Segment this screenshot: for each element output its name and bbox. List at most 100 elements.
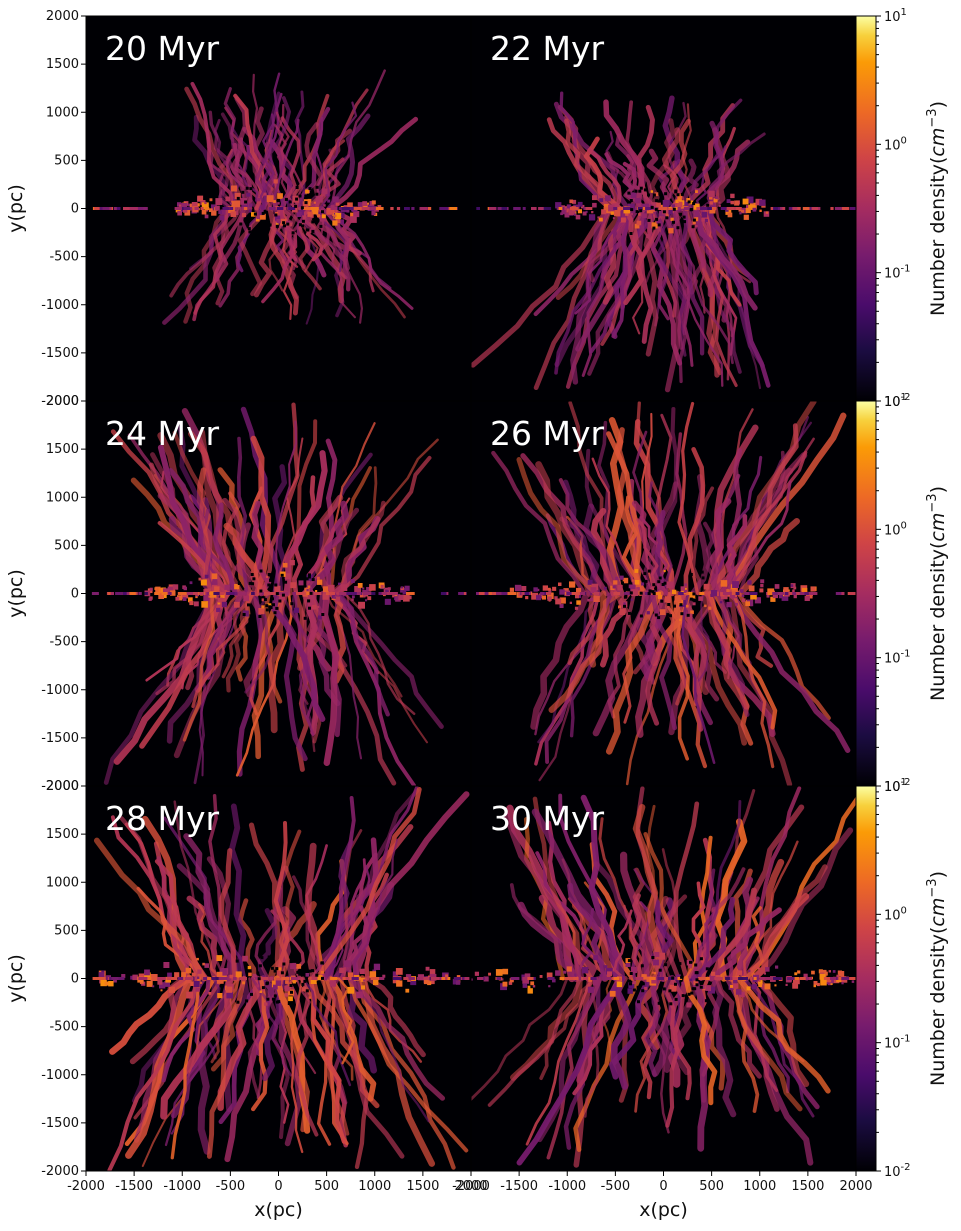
midplane-cell <box>288 207 296 210</box>
midplane-cell <box>123 207 131 210</box>
colorbar-tick-label: 10-1 <box>884 1034 911 1052</box>
disk-cell <box>573 213 577 216</box>
midplane-cell <box>279 592 289 595</box>
filament <box>327 975 377 1102</box>
disk-cell <box>588 214 596 221</box>
filament <box>251 976 270 1112</box>
midplane-cell <box>120 592 128 595</box>
disk-cell <box>256 215 260 219</box>
midplane-cell <box>705 977 710 980</box>
midplane-cell <box>725 977 730 980</box>
disk-cell <box>369 584 376 591</box>
filament <box>275 420 298 595</box>
disk-cell <box>215 596 218 600</box>
filament <box>323 796 356 981</box>
colorbar-label: Number density(cm−3) <box>925 871 949 1086</box>
disk-cell <box>334 214 337 217</box>
midplane-cell <box>777 592 785 595</box>
disk-cell <box>429 969 436 975</box>
filament <box>730 976 760 1113</box>
filament <box>302 206 324 262</box>
disk-cell <box>686 1002 692 1008</box>
disk-cell <box>735 602 738 606</box>
filament <box>160 974 234 1120</box>
disk-cell <box>677 196 682 201</box>
disk-cell <box>187 203 191 207</box>
disk-cell <box>369 971 377 978</box>
midplane-cell <box>835 592 845 595</box>
midplane-cell <box>477 977 484 980</box>
disk-cell <box>155 586 161 592</box>
disk-cell <box>514 584 522 592</box>
disk-cell <box>752 207 757 212</box>
filament <box>728 423 799 596</box>
disk-cell <box>264 1002 268 1006</box>
disk-cell <box>527 985 531 989</box>
void-cell <box>298 223 302 227</box>
disk-cell <box>288 996 293 1002</box>
midplane-cell <box>677 977 683 980</box>
disk-cell <box>358 601 365 609</box>
void-cell <box>273 994 277 998</box>
disk-cell <box>836 974 840 978</box>
filament <box>506 804 576 983</box>
disk-cell <box>196 957 199 961</box>
disk-cell <box>195 987 200 992</box>
x-tick-label: 1000 <box>358 1179 391 1194</box>
disk-cell <box>273 200 276 203</box>
disk-cell <box>350 212 355 217</box>
filament <box>353 838 399 980</box>
density-panel: 22 Myr <box>471 16 856 401</box>
disk-cell <box>741 207 748 214</box>
midplane-cell <box>688 592 693 595</box>
y-tick-label: -1000 <box>41 1068 79 1083</box>
disk-cell <box>290 582 297 589</box>
disk-cell <box>417 974 424 981</box>
midplane-cell <box>129 592 136 595</box>
colorbar-tick-label: 10-2 <box>884 1162 911 1180</box>
midplane-cell <box>672 977 679 980</box>
disk-cell <box>765 211 769 214</box>
disk-cell <box>290 962 297 969</box>
x-tick-label: 2000 <box>454 1179 487 1194</box>
filament <box>170 977 206 1135</box>
disk-cell <box>189 600 194 606</box>
disk-cell <box>708 606 712 610</box>
midplane-cell <box>849 207 856 210</box>
filament <box>742 977 815 1118</box>
midplane-cell <box>178 592 187 595</box>
colorbar-tick-label: 100 <box>884 905 907 923</box>
midplane-cell <box>154 592 160 595</box>
midplane-cell <box>513 207 521 210</box>
midplane-cell <box>381 592 389 595</box>
filament <box>292 875 328 981</box>
disk-cell <box>328 584 335 592</box>
disk-cell <box>261 598 265 602</box>
void-cell <box>257 977 261 981</box>
void-cell <box>676 226 680 230</box>
void-cell <box>264 963 268 967</box>
x-tick-label: -500 <box>216 1179 246 1194</box>
void-cell <box>679 212 683 216</box>
void-cell <box>652 592 656 595</box>
filament <box>726 448 743 596</box>
disk-cell <box>578 595 582 598</box>
void-cell <box>627 588 631 592</box>
midplane-cell <box>375 207 383 210</box>
midplane-cell <box>792 592 797 595</box>
disk-cell <box>582 211 587 216</box>
disk-cell <box>100 979 107 987</box>
disk-cell <box>760 579 765 584</box>
void-cell <box>290 990 293 994</box>
colorbar-tick-label: 100 <box>884 520 907 538</box>
filament <box>183 833 234 982</box>
disk-cell <box>278 967 282 971</box>
colorbar: 10-2 10-1 100 101 Number density(cm−3) <box>855 777 949 1180</box>
midplane-cell <box>658 207 668 210</box>
void-cell <box>701 198 705 202</box>
filament <box>329 207 414 310</box>
midplane-cell <box>268 592 277 595</box>
filament <box>562 479 601 597</box>
void-cell <box>679 603 683 607</box>
midplane-cell <box>773 207 778 210</box>
